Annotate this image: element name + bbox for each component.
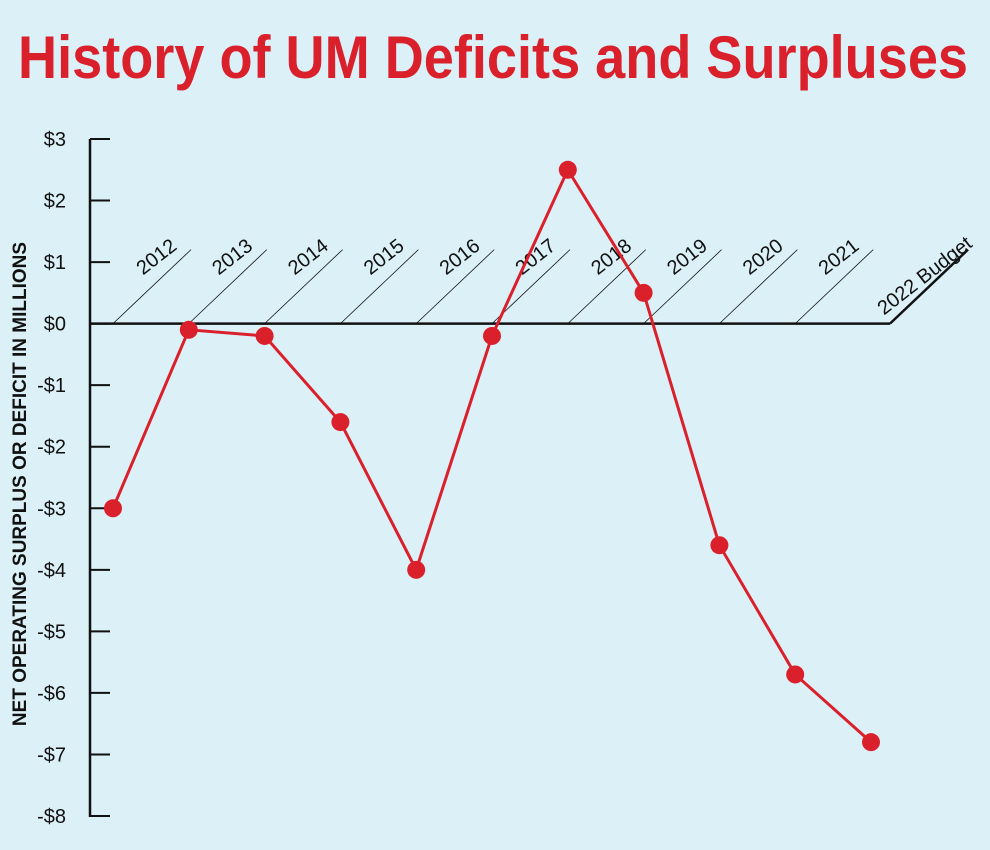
data-point	[483, 326, 501, 345]
data-point	[634, 283, 653, 302]
y-tick-label: $1	[44, 252, 66, 274]
category-leader	[567, 249, 647, 324]
category-leader	[264, 249, 343, 324]
category-leader	[340, 249, 419, 324]
data-point	[786, 665, 805, 684]
y-tick-label: -$1	[37, 375, 66, 397]
y-tick-label: -$4	[37, 560, 66, 582]
category-leader	[889, 248, 969, 325]
data-point	[710, 536, 729, 555]
y-tick-label: -$7	[37, 744, 66, 766]
category-leader	[112, 249, 192, 324]
category-leader	[415, 249, 495, 324]
category-leader	[188, 249, 268, 324]
y-tick-label: -$2	[37, 437, 66, 459]
category-leader	[719, 249, 798, 324]
data-point	[104, 499, 122, 518]
y-tick-label: -$5	[37, 621, 66, 643]
data-point	[331, 413, 350, 432]
y-tick-label: -$3	[37, 498, 66, 520]
y-tick-label: -$6	[37, 683, 66, 705]
y-tick-label: -$8	[37, 806, 66, 828]
data-point	[255, 326, 274, 345]
chart-title: History of UM Deficits and Surpluses	[18, 24, 968, 91]
y-axis-title: NET OPERATING SURPLUS OR DEFICIT IN MILL…	[10, 242, 31, 726]
data-point	[862, 733, 880, 752]
data-point	[179, 320, 198, 339]
data-point	[407, 560, 426, 579]
category-leader	[491, 249, 571, 324]
category-leader	[643, 249, 722, 324]
data-point	[558, 160, 577, 179]
y-tick-label: $3	[44, 129, 66, 151]
y-tick-label: $0	[44, 314, 66, 336]
category-leader	[794, 249, 874, 324]
y-tick-label: $2	[44, 191, 66, 213]
